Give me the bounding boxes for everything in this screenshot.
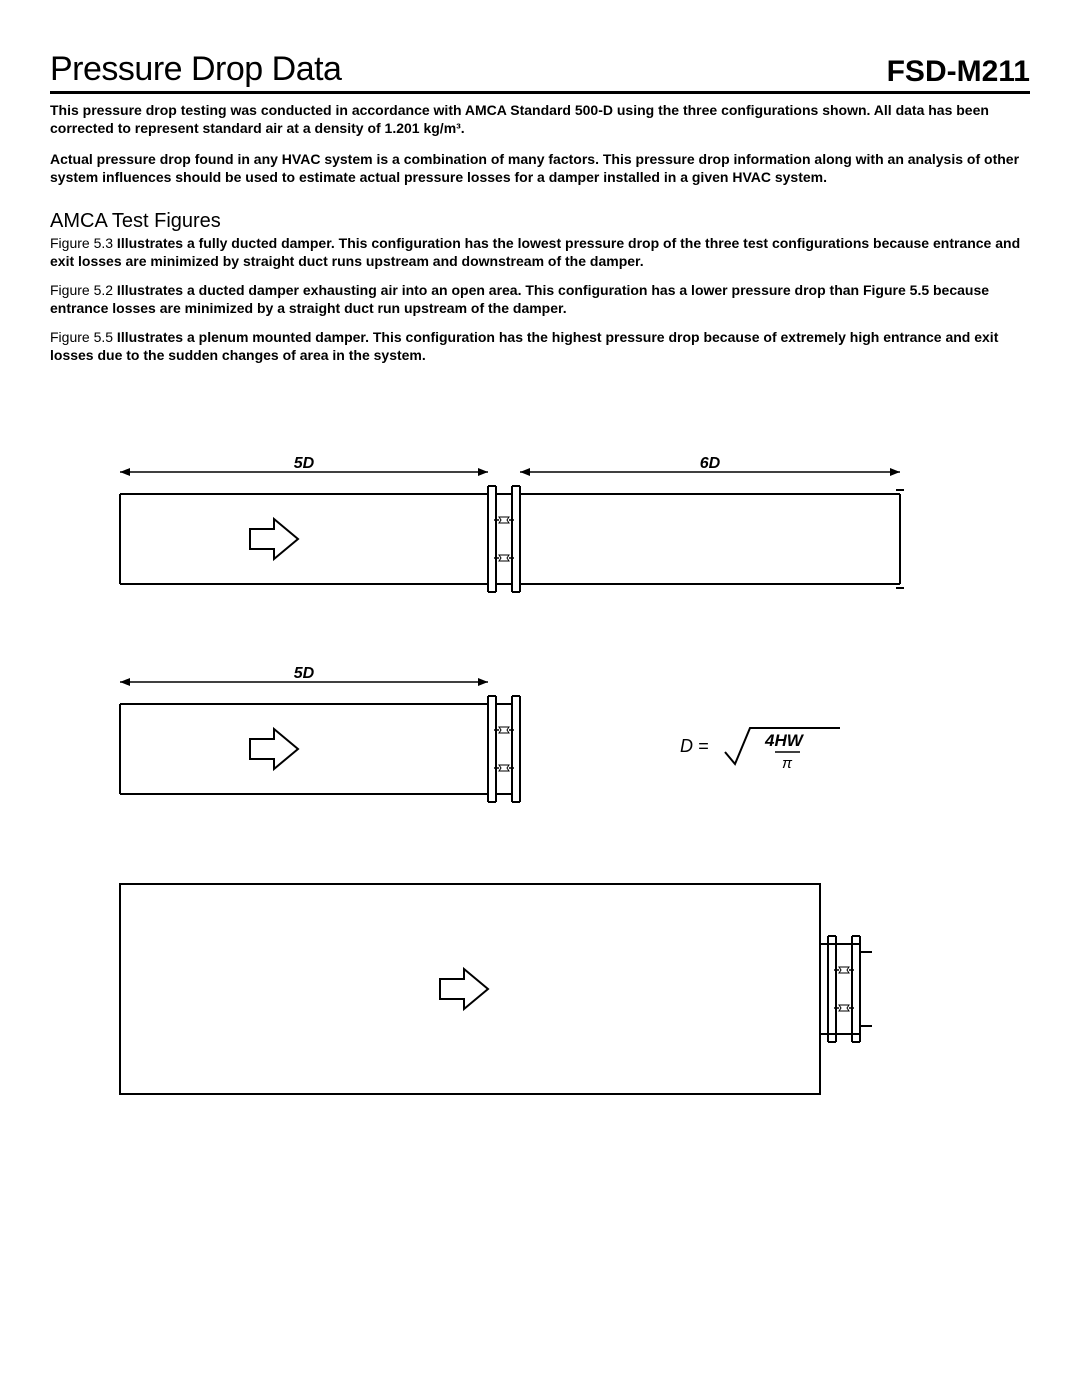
dim-5d-1: 5D — [294, 455, 315, 472]
figure-5-2-label: Figure 5.2 — [50, 282, 113, 298]
intro-para-2: Actual pressure drop found in any HVAC s… — [50, 151, 1030, 186]
dim-5d-2: 5D — [294, 665, 315, 682]
formula-num: 4HW — [764, 731, 805, 750]
diagrams-container: 5D 6D — [50, 454, 1030, 1114]
page-header: Pressure Drop Data FSD-M211 — [50, 50, 1030, 94]
page-title: Pressure Drop Data — [50, 50, 341, 89]
figure-5-5-desc: Illustrates a plenum mounted damper. Thi… — [50, 329, 998, 363]
figure-5-5-label: Figure 5.5 — [50, 329, 113, 345]
formula-prefix: D = — [680, 736, 709, 756]
figure-5-5-text: Figure 5.5 Illustrates a plenum mounted … — [50, 329, 1030, 364]
figure-5-2-diagram: 5D D = — [120, 665, 840, 802]
figure-5-3-label: Figure 5.3 — [50, 235, 113, 251]
model-code: FSD-M211 — [887, 55, 1030, 89]
formula-pi: π — [782, 755, 793, 772]
figure-5-5-diagram — [120, 884, 872, 1094]
figure-5-3-diagram: 5D 6D — [120, 455, 904, 592]
dim-6d: 6D — [700, 455, 721, 472]
formula: D = 4HW π — [680, 728, 840, 772]
intro-para-1: This pressure drop testing was conducted… — [50, 102, 1030, 137]
figure-5-3-desc: Illustrates a fully ducted damper. This … — [50, 235, 1020, 269]
config-diagrams: 5D 6D — [100, 454, 960, 1114]
figure-5-2-desc: Illustrates a ducted damper exhausting a… — [50, 282, 989, 316]
figure-5-3-text: Figure 5.3 Illustrates a fully ducted da… — [50, 235, 1030, 270]
figure-5-2-text: Figure 5.2 Illustrates a ducted damper e… — [50, 282, 1030, 317]
amca-subhead: AMCA Test Figures — [50, 210, 1030, 233]
